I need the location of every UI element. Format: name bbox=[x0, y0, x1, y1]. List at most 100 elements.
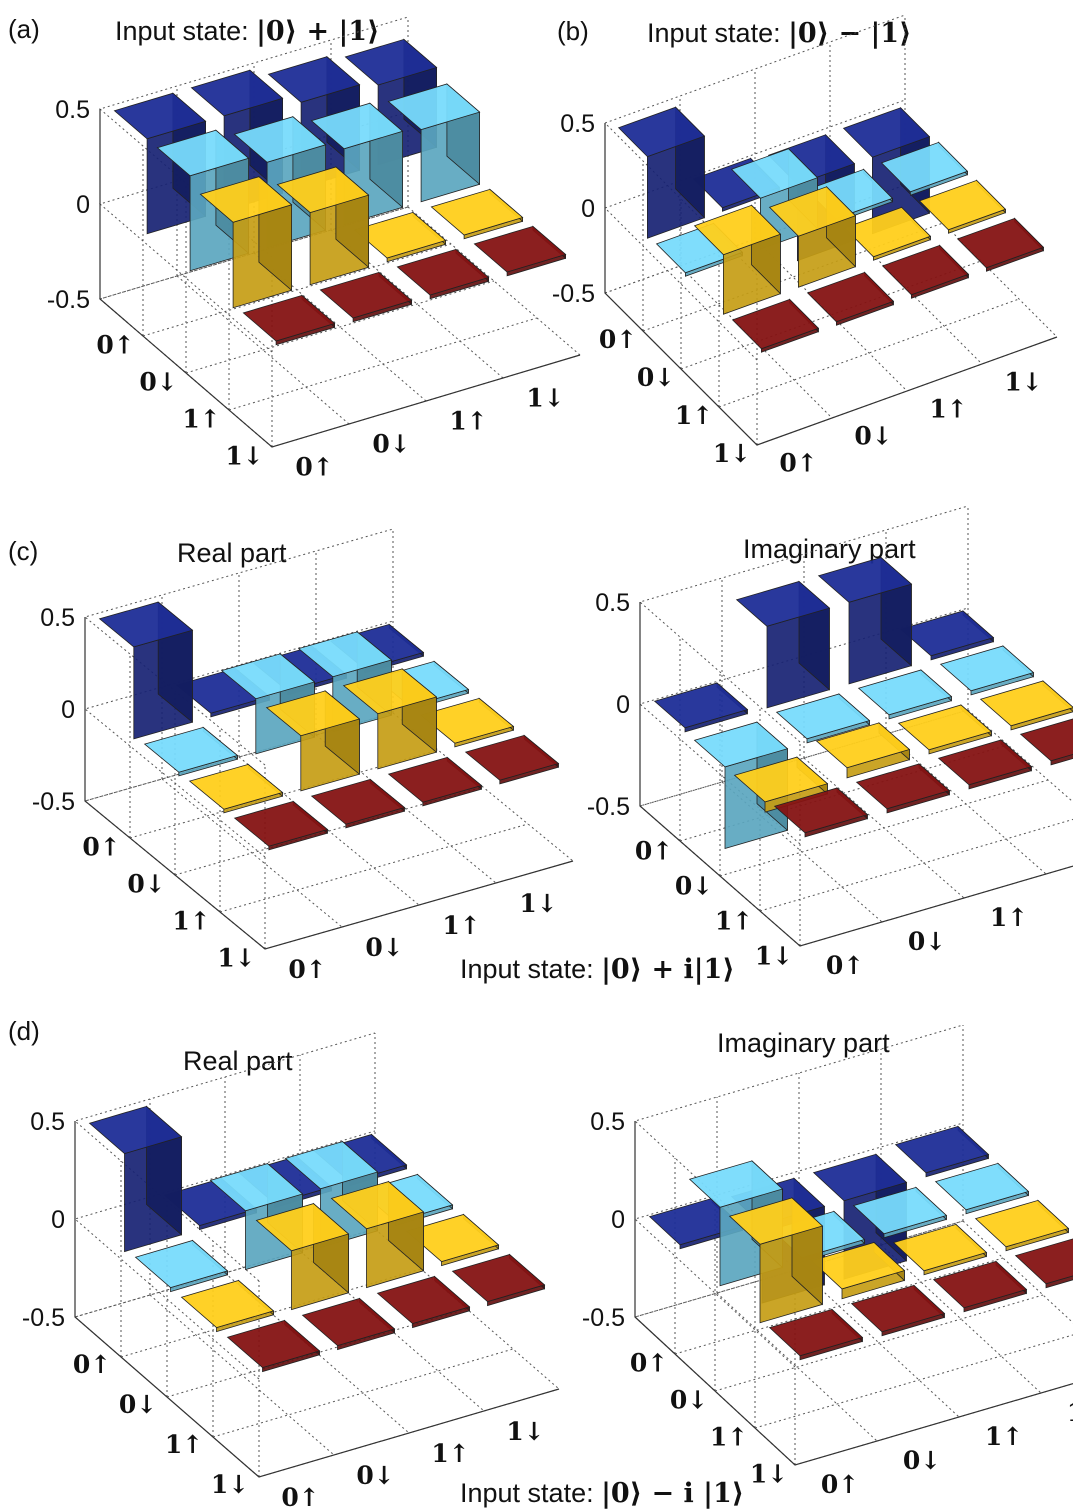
gridline-floor bbox=[679, 265, 833, 419]
gridline-floor bbox=[754, 1334, 1073, 1429]
bar-face-top bbox=[731, 298, 820, 350]
gridline-floor bbox=[315, 734, 497, 884]
bar-face-top bbox=[473, 225, 567, 273]
bar bbox=[956, 217, 1045, 272]
col-tick-label: 0↓ bbox=[365, 933, 403, 962]
gridline-floor bbox=[967, 709, 1073, 803]
caption-d-imag: Imaginary part bbox=[717, 1028, 890, 1058]
gridline-z bbox=[634, 1122, 964, 1368]
gridline-floor bbox=[392, 712, 574, 862]
col-tick-label: 0↑ bbox=[826, 951, 864, 980]
col-tick-label: 0↓ bbox=[356, 1461, 394, 1490]
caption-a-state: |0⟩ + |1⟩ bbox=[256, 16, 379, 47]
bar-face-top bbox=[693, 721, 789, 768]
row-tick-label: 1↓ bbox=[750, 1460, 788, 1489]
bar-face-top bbox=[817, 557, 913, 603]
bar bbox=[396, 248, 490, 300]
z-tick-label: 0.5 bbox=[40, 604, 75, 632]
gridline-floor bbox=[759, 818, 1073, 912]
caption-b-prefix: Input state: bbox=[647, 18, 788, 48]
plot-d_real: 0.5 0 -0.5 0↑ 0↓ 1↑ 1↓ 0↑ 0↓ 1↑ 1↓ bbox=[22, 1032, 560, 1509]
bar bbox=[265, 690, 361, 792]
bar bbox=[353, 211, 447, 263]
caption-c-ket: |0⟩ + i|1⟩ bbox=[601, 954, 735, 985]
bar-face-top bbox=[773, 787, 869, 834]
bar bbox=[974, 1199, 1070, 1252]
bar bbox=[653, 682, 749, 733]
bar bbox=[617, 106, 706, 239]
row-tick-label: 0↓ bbox=[139, 368, 177, 397]
bar-face-top bbox=[396, 248, 490, 296]
bar bbox=[880, 141, 969, 196]
caption-d-prefix: Input state: bbox=[460, 1478, 601, 1508]
caption-d-real: Real part bbox=[183, 1046, 293, 1076]
col-tick-label: 1↑ bbox=[449, 407, 487, 436]
gridline-floor bbox=[880, 1244, 1042, 1394]
bar bbox=[473, 225, 567, 277]
bar-face-top bbox=[956, 217, 1045, 269]
row-tick-label: 1↑ bbox=[182, 405, 220, 434]
bar-face-top bbox=[255, 1203, 350, 1252]
z-tick-label: 0 bbox=[581, 195, 595, 223]
caption-a-prefix: Input state: bbox=[115, 16, 256, 46]
col-tick-label: 0↓ bbox=[372, 430, 410, 459]
bar-face-top bbox=[728, 1197, 824, 1245]
bar-face-top bbox=[850, 1284, 946, 1333]
bars-d_real bbox=[88, 1105, 546, 1373]
bar bbox=[768, 185, 857, 288]
bar-face-top bbox=[806, 271, 895, 323]
z-tick-label: -0.5 bbox=[587, 793, 630, 821]
bar-face-top bbox=[1019, 718, 1073, 762]
bar bbox=[301, 1297, 396, 1351]
z-tick-label: -0.5 bbox=[22, 1304, 65, 1332]
bar-face-top bbox=[855, 763, 951, 810]
bar-face-top bbox=[815, 722, 911, 769]
z-tick-label: 0 bbox=[76, 191, 90, 219]
row-tick-label: 1↑ bbox=[675, 401, 713, 430]
z-tick-label: 0 bbox=[611, 1206, 625, 1234]
bar bbox=[850, 1284, 946, 1337]
bar bbox=[199, 175, 293, 309]
bar-face-top bbox=[267, 56, 361, 103]
gridline-z bbox=[73, 1130, 376, 1380]
bar-face-top bbox=[156, 129, 250, 177]
plot-c_imag: 0.50-0.50↑0↓1↑1↓0↑0↓1↑1↓ bbox=[587, 505, 1073, 980]
bar-face-top bbox=[1014, 1238, 1073, 1285]
bar bbox=[979, 680, 1073, 731]
bar-face-top bbox=[843, 206, 932, 258]
bar-face-top bbox=[226, 1320, 321, 1369]
bar bbox=[255, 1202, 350, 1311]
bar-face-top bbox=[233, 800, 329, 847]
bar-face-front bbox=[1050, 753, 1073, 766]
col-tick-label: 1↓ bbox=[1004, 368, 1042, 397]
row-tick-label: 0↑ bbox=[73, 1350, 111, 1379]
bar bbox=[376, 1275, 471, 1329]
bar bbox=[934, 1162, 1030, 1215]
bar bbox=[810, 1241, 906, 1300]
gridline-floor bbox=[716, 1292, 878, 1442]
bar-face-top bbox=[939, 645, 1035, 692]
bar bbox=[98, 601, 194, 740]
bar bbox=[310, 778, 406, 829]
bar-face-top bbox=[880, 141, 969, 193]
col-tick-label: 1↓ bbox=[519, 889, 557, 918]
bar-face-top bbox=[932, 1260, 1028, 1309]
z-tick-label: -0.5 bbox=[582, 1304, 625, 1332]
col-tick-label: 1↑ bbox=[990, 903, 1028, 932]
bar-face-top bbox=[199, 176, 293, 223]
row-tick-label: 0↑ bbox=[599, 325, 637, 354]
bar-face-top bbox=[430, 188, 524, 236]
row-tick-label: 0↑ bbox=[96, 331, 134, 360]
col-tick-label: 1↓ bbox=[526, 384, 564, 413]
bar-face-top bbox=[768, 186, 857, 237]
col-tick-label: 0↑ bbox=[779, 449, 817, 478]
bar-face-top bbox=[301, 1298, 396, 1347]
gridline-z bbox=[83, 620, 394, 858]
bar bbox=[387, 756, 483, 807]
bar bbox=[855, 763, 951, 814]
z-tick-label: 0 bbox=[51, 1206, 65, 1234]
bar bbox=[892, 1223, 988, 1276]
z-tick-label: 0.5 bbox=[55, 96, 90, 124]
row-tick-label: 0↑ bbox=[82, 833, 120, 862]
bar bbox=[937, 739, 1033, 790]
